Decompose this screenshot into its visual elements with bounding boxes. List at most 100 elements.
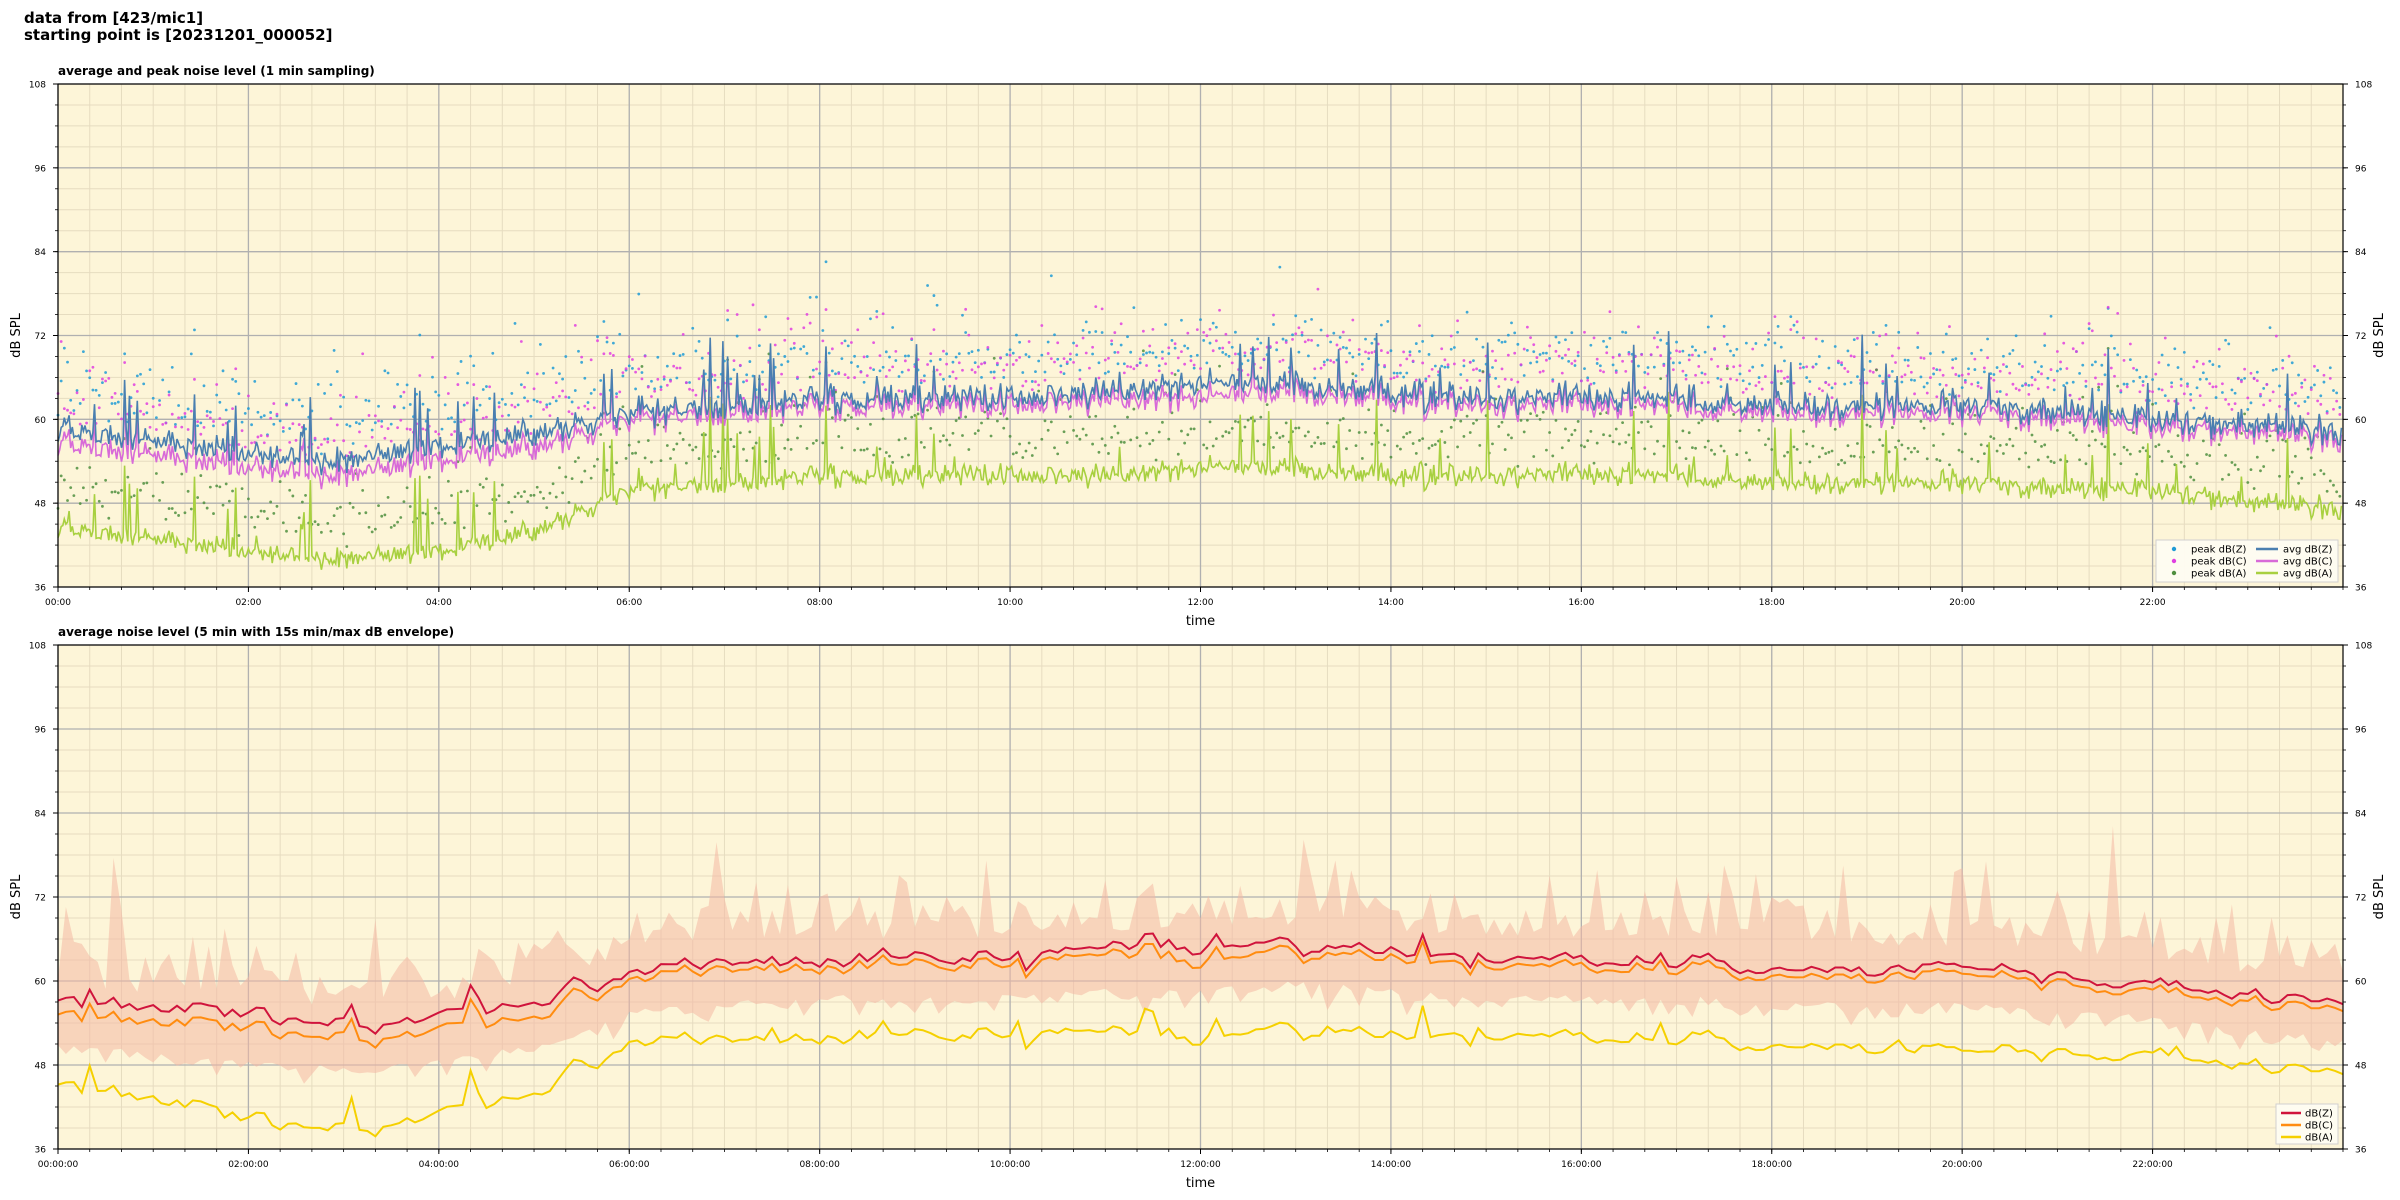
peak-point-a — [1138, 444, 1142, 448]
peak-point-z — [992, 370, 996, 374]
peak-point-c — [1713, 346, 1717, 350]
peak-point-z — [2246, 408, 2250, 411]
peak-point-c — [1738, 364, 1742, 368]
x-tick-label: 10:00 — [997, 598, 1023, 608]
peak-point-z — [1602, 339, 1605, 343]
peak-point-a — [2068, 431, 2072, 435]
peak-point-z — [846, 344, 850, 348]
peak-point-z — [1491, 366, 1494, 369]
peak-point-c — [1243, 351, 1247, 355]
peak-point-c — [1824, 381, 1828, 385]
peak-point-a — [247, 497, 250, 501]
peak-point-a — [1408, 430, 1412, 434]
peak-point-c — [761, 382, 764, 386]
peak-point-z — [2163, 394, 2167, 398]
peak-point-a — [151, 494, 155, 498]
peak-point-z — [656, 355, 660, 359]
peak-point-a — [1310, 445, 1313, 448]
peak-point-z — [1890, 369, 1894, 373]
y-tick-label-left: 108 — [29, 81, 46, 91]
peak-point-z — [234, 379, 238, 383]
peak-point-z — [2151, 378, 2154, 381]
peak-point-a — [1062, 430, 1066, 434]
peak-point-a — [1703, 445, 1707, 449]
peak-point-z — [1748, 382, 1751, 386]
peak-point-c — [1008, 353, 1012, 357]
peak-point-z — [1684, 373, 1688, 377]
peak-point-z — [1094, 330, 1098, 333]
avg-line-z — [57, 331, 2343, 476]
peak-point-z — [678, 354, 682, 357]
peak-point-a — [2335, 490, 2339, 494]
peak-point-c — [678, 366, 682, 370]
peak-point-c — [272, 402, 276, 405]
peak-point-c — [1383, 364, 1386, 367]
peak-point-z — [269, 411, 273, 414]
peak-point-z — [865, 355, 869, 358]
peak-point-c — [313, 436, 317, 440]
peak-point-z — [1522, 374, 1526, 377]
peak-point-a — [1030, 454, 1034, 457]
peak-point-z — [957, 352, 961, 356]
peak-point-c — [1722, 334, 1726, 338]
peak-point-a — [2097, 385, 2101, 389]
peak-point-a — [1573, 428, 1577, 432]
peak-point-a — [1049, 420, 1053, 424]
peak-point-c — [1840, 361, 1843, 365]
peak-point-c — [1865, 381, 1869, 385]
x-tick-label: 00:00 — [45, 598, 71, 608]
peak-point-c — [120, 417, 123, 421]
peak-point-a — [2071, 434, 2075, 437]
peak-point-c — [853, 376, 856, 379]
peak-point-a — [437, 511, 441, 515]
peak-point-z — [1214, 325, 1218, 329]
peak-point-c — [2055, 350, 2059, 353]
peak-point-z — [1595, 362, 1599, 365]
peak-point-c — [167, 393, 171, 397]
peak-point-c — [561, 389, 565, 393]
peak-point-z — [1786, 380, 1790, 383]
peak-point-z — [208, 410, 212, 414]
peak-point-z — [1656, 331, 1659, 334]
peak-point-a — [980, 421, 983, 425]
peak-point-z — [373, 421, 377, 425]
peak-point-a — [526, 500, 530, 504]
peak-point-c — [1367, 351, 1371, 355]
peak-point-z — [291, 398, 295, 402]
peak-point-a — [377, 504, 380, 507]
peak-point-z — [1951, 358, 1955, 362]
peak-point-a — [1500, 420, 1504, 424]
y-tick-label-left: 36 — [35, 584, 47, 594]
peak-point-a — [516, 491, 520, 495]
peak-point-c — [354, 395, 358, 399]
peak-point-z — [1345, 346, 1348, 350]
peak-point-c — [631, 358, 634, 361]
peak-point-a — [2021, 406, 2024, 410]
peak-point-c — [1310, 338, 1313, 342]
peak-point-c — [2065, 367, 2069, 370]
peak-point-a — [1592, 461, 1596, 465]
peak-point-c — [1925, 391, 1929, 395]
peak-point-z — [2138, 375, 2142, 379]
peak-point-z — [1195, 353, 1199, 357]
peak-point-a — [85, 498, 88, 502]
peak-point-a — [1510, 436, 1513, 440]
peak-point-a — [903, 437, 907, 440]
peak-point-a — [907, 453, 910, 457]
peak-point-z — [1697, 354, 1701, 358]
peak-point-z — [2182, 350, 2186, 354]
peak-point-a — [170, 507, 174, 510]
peak-point-a — [1430, 444, 1434, 447]
peak-point-a — [2303, 436, 2307, 440]
peak-point-z — [586, 401, 590, 404]
peak-point-z — [240, 420, 244, 424]
peak-point-z — [272, 422, 276, 426]
peak-point-z — [2021, 384, 2024, 388]
peak-point-a — [881, 417, 885, 421]
peak-point-z — [672, 352, 676, 356]
peak-point-z — [383, 369, 387, 373]
peak-point-c — [688, 387, 691, 391]
peak-point-z — [1500, 340, 1504, 344]
peak-point-a — [634, 451, 637, 455]
peak-point-z — [237, 392, 241, 396]
